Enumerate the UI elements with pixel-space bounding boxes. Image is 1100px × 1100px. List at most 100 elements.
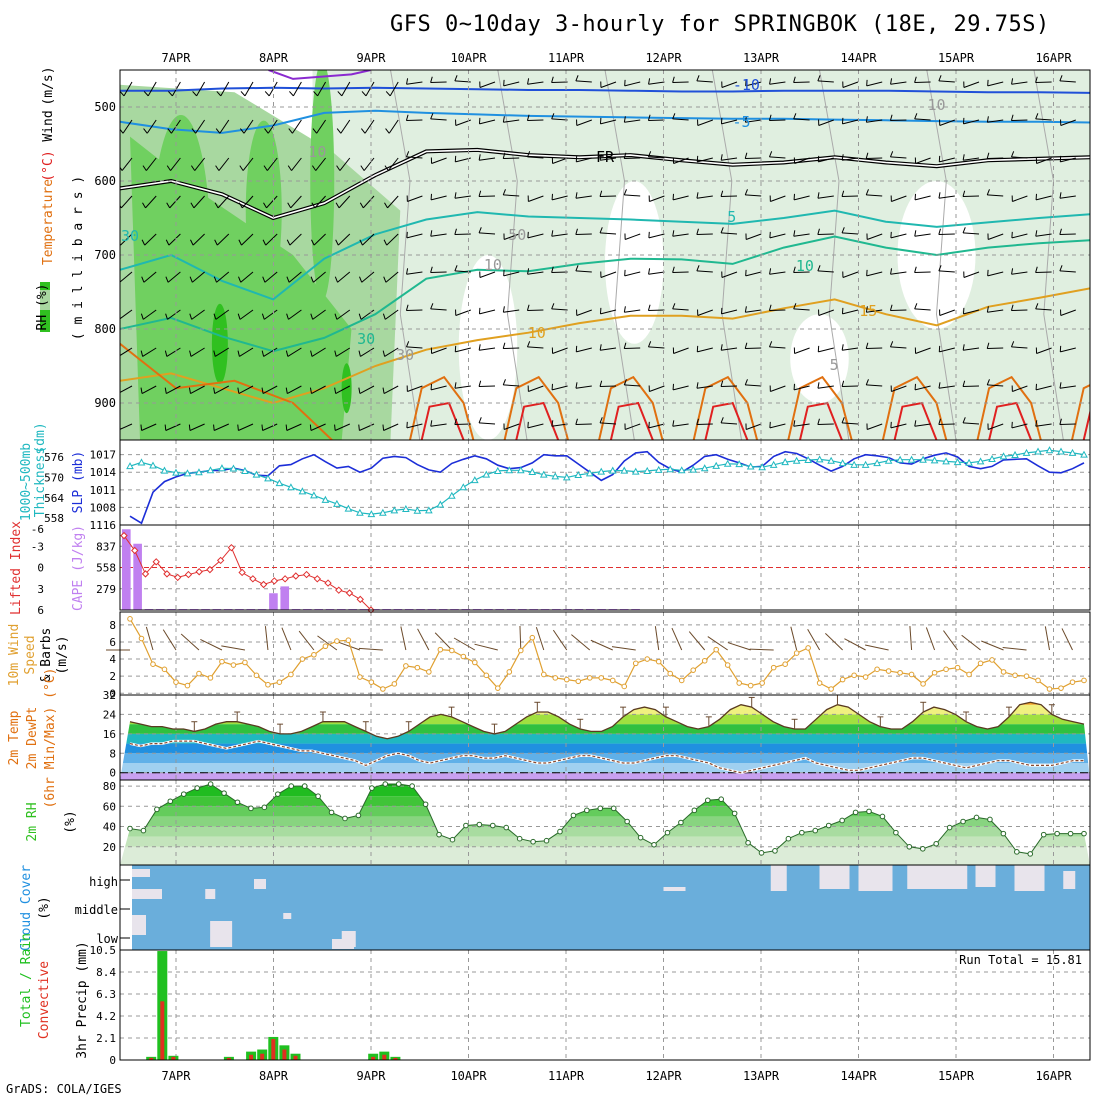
wind-barb-flag — [264, 128, 269, 134]
wind-barb — [406, 119, 423, 122]
wind-barb — [479, 119, 496, 125]
slp-tick-1014: 1014 — [90, 466, 117, 479]
wind-barb-flag — [454, 418, 457, 425]
wind-barb-flag — [311, 202, 316, 209]
wind-barb-flag — [361, 91, 367, 97]
wind-barb — [599, 385, 617, 388]
wind-barb-flag — [647, 151, 652, 158]
wind-barb-flag — [382, 313, 386, 320]
rh2m-point — [463, 822, 469, 829]
wind-barb-flag — [117, 351, 118, 357]
lifted-index-point — [152, 558, 160, 566]
wind-barb-flag — [239, 165, 244, 171]
wind-barb — [141, 423, 157, 431]
thickness-point — [804, 456, 812, 464]
wind-barb — [963, 119, 980, 125]
lifted-index-point — [141, 570, 150, 578]
wind-barb-flag — [769, 268, 772, 275]
bottom-date-label-8APR: 8APR — [259, 1069, 289, 1083]
wind-barb-flag — [454, 75, 458, 82]
ylabel-rh: RH (%) — [35, 284, 50, 331]
wind-barb — [624, 423, 641, 430]
wind-barb — [769, 233, 786, 239]
temp-band — [120, 733, 1090, 744]
wind-barb — [503, 119, 520, 123]
wind-barb — [311, 385, 326, 394]
wind-barb — [262, 423, 278, 431]
wind-barb-flag — [938, 75, 942, 82]
thickness-point — [781, 458, 789, 466]
wind-barb-flag — [288, 128, 293, 134]
lifted-tick--3: -3 — [31, 540, 44, 553]
rh2m-point — [489, 822, 496, 829]
wind-barb-flag — [599, 344, 602, 351]
wind-barb — [866, 347, 883, 350]
thickness-point — [252, 470, 261, 478]
isotherm-20 — [598, 375, 664, 440]
wind-barb — [648, 81, 665, 85]
wind-barb — [963, 347, 980, 351]
thickness-point — [402, 504, 410, 513]
wind10-point — [196, 670, 202, 677]
wind-barb-flag — [430, 303, 434, 310]
wind-barb — [552, 157, 568, 164]
wind-barb-flag — [430, 266, 433, 273]
cloud-clear-patch — [132, 889, 162, 899]
rh2m-point — [261, 804, 268, 811]
rh2m-point — [275, 791, 281, 797]
thickness-point — [608, 466, 617, 474]
temp-tick-16: 16 — [103, 728, 116, 741]
rh-contour — [926, 70, 957, 440]
pressure-tick-600: 600 — [94, 174, 116, 188]
wind-barb — [721, 157, 738, 161]
wind-barb-flag — [286, 276, 290, 283]
wind-barb — [576, 347, 592, 353]
wind10-point — [173, 679, 179, 685]
wind-barb-flag — [164, 387, 167, 394]
wind-barb — [939, 119, 955, 126]
wind-barb — [866, 309, 883, 313]
wind10-point — [1035, 677, 1041, 684]
wind-barb — [987, 194, 1004, 197]
wind-barb-flag — [696, 192, 699, 199]
wind-barb — [167, 309, 181, 320]
wind-barb-flag — [164, 350, 168, 357]
wind10-point — [299, 656, 306, 662]
isotherm-freezing-core — [120, 149, 1090, 219]
wind-barb-flag — [1035, 76, 1038, 83]
ylabel-rh2m: 2m RH — [25, 802, 40, 841]
wind-barb-flag — [672, 113, 676, 120]
rh2m-point — [960, 818, 966, 825]
wind-barb — [817, 195, 834, 199]
rh2m-point — [328, 809, 335, 816]
wind-barb — [938, 423, 955, 426]
wind-barb-flag — [502, 152, 506, 159]
wind-barb — [406, 271, 423, 275]
wind-barb — [624, 309, 641, 313]
rh2m-tick-20: 20 — [103, 841, 116, 854]
wind10-point — [403, 663, 409, 669]
rh2m-point — [893, 829, 899, 836]
wind-barb-flag — [142, 202, 146, 209]
wind-barb-flag — [744, 306, 747, 313]
isotherm-25 — [420, 401, 465, 440]
wind-barb — [359, 385, 375, 394]
cape-tick-1116: 1116 — [90, 519, 117, 532]
lifted-index-point — [131, 546, 139, 555]
bottom-date-label-16APR: 16APR — [1035, 1069, 1072, 1083]
thickness-point — [447, 491, 456, 499]
rh2m-point — [395, 781, 402, 787]
wind-barb — [1035, 385, 1052, 391]
wind10-barb — [417, 628, 430, 651]
wind-barb-flag — [238, 202, 243, 209]
wind-barb — [987, 423, 1004, 430]
wind-barb — [987, 347, 1004, 350]
wind-barb — [360, 309, 375, 320]
wind-barb — [793, 423, 810, 427]
lifted-index-point — [216, 556, 225, 565]
wind-barb — [648, 423, 665, 429]
wind-barb — [1036, 347, 1052, 354]
precip-tick-6.3: 6.3 — [96, 988, 116, 1001]
wind-barb — [841, 195, 859, 198]
rh2m-point — [946, 824, 953, 831]
